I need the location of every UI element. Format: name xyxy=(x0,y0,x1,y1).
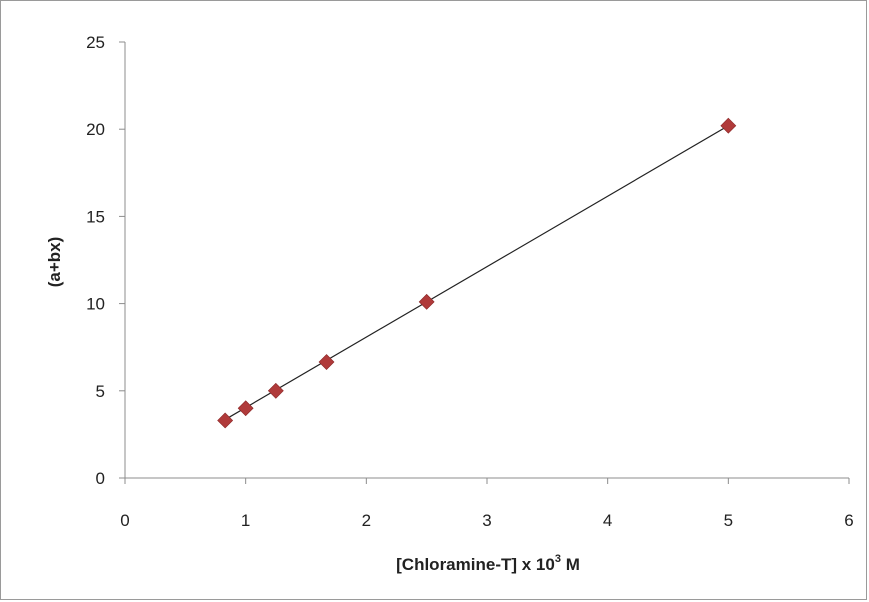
y-tick-label: 20 xyxy=(86,120,105,139)
data-point-marker xyxy=(237,400,254,417)
data-point-marker xyxy=(318,354,335,370)
y-axis-ticks: 0 5 10 15 20 25 xyxy=(86,33,125,488)
y-axis-title: (a+bx) xyxy=(45,237,64,288)
x-tick-label: 6 xyxy=(844,511,853,530)
x-tick-label: 2 xyxy=(362,511,371,530)
x-tick-label: 5 xyxy=(724,511,733,530)
linear-trendline xyxy=(224,125,729,421)
data-point-marker xyxy=(418,293,435,310)
y-tick-label: 0 xyxy=(96,469,105,488)
y-tick-label: 25 xyxy=(86,33,105,52)
x-axis-ticks: 0 1 2 3 4 5 6 xyxy=(120,478,854,530)
x-tick-label: 4 xyxy=(603,511,612,530)
x-axis-title-exponent: 3 xyxy=(555,553,561,565)
x-axis-title-unit: M xyxy=(561,555,580,574)
x-axis-title-main: [Chloramine-T] x 10 xyxy=(396,555,555,574)
x-tick-label: 0 xyxy=(120,511,129,530)
data-points xyxy=(217,117,737,429)
y-tick-label: 5 xyxy=(96,382,105,401)
x-tick-label: 3 xyxy=(482,511,491,530)
y-tick-label: 15 xyxy=(86,207,105,226)
y-tick-label: 10 xyxy=(86,295,105,314)
data-point-marker xyxy=(267,382,284,399)
x-tick-label: 1 xyxy=(241,511,250,530)
x-axis-title: [Chloramine-T] x 103 M xyxy=(396,553,580,574)
data-point-marker xyxy=(720,117,737,134)
data-point-marker xyxy=(217,412,234,429)
